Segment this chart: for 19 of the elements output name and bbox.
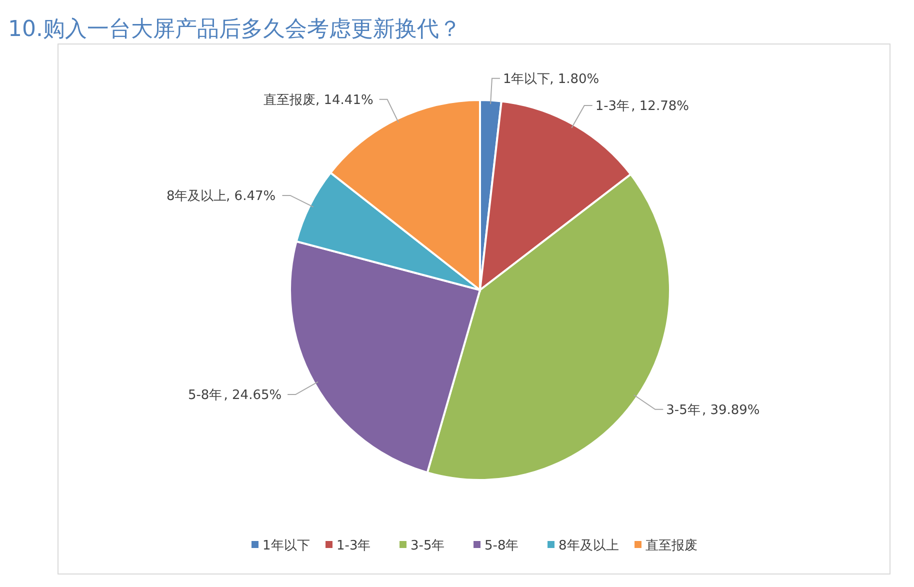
slice-label: 5-8年 <box>188 388 222 404</box>
data-label: , 14.41% <box>315 92 374 108</box>
legend-label: 直至报废 <box>646 538 698 554</box>
legend-label: 8年及以上 <box>558 538 619 554</box>
data-label: , 24.65% <box>224 388 282 404</box>
chart-title: 10.购入一台大屏产品后多久会考虑更新换代？ <box>8 17 461 42</box>
legend-label: 1-3年 <box>336 538 371 554</box>
slice-label: 3-5年 <box>666 402 700 418</box>
legend-label: 1年以下 <box>262 538 310 554</box>
legend-label: 3-5年 <box>410 538 445 554</box>
slice-label: 直至报废 <box>263 92 316 108</box>
data-label: , 12.78% <box>631 99 689 114</box>
slice-label: 1年以下 <box>502 72 550 87</box>
legend-label: 5-8年 <box>484 538 519 554</box>
data-label: , 39.89% <box>702 402 760 418</box>
slice-label: 8年及以上 <box>166 189 227 204</box>
slice-label: 1-3年 <box>595 99 630 114</box>
data-label: , 1.80% <box>550 72 600 87</box>
data-label: , 6.47% <box>226 189 276 204</box>
